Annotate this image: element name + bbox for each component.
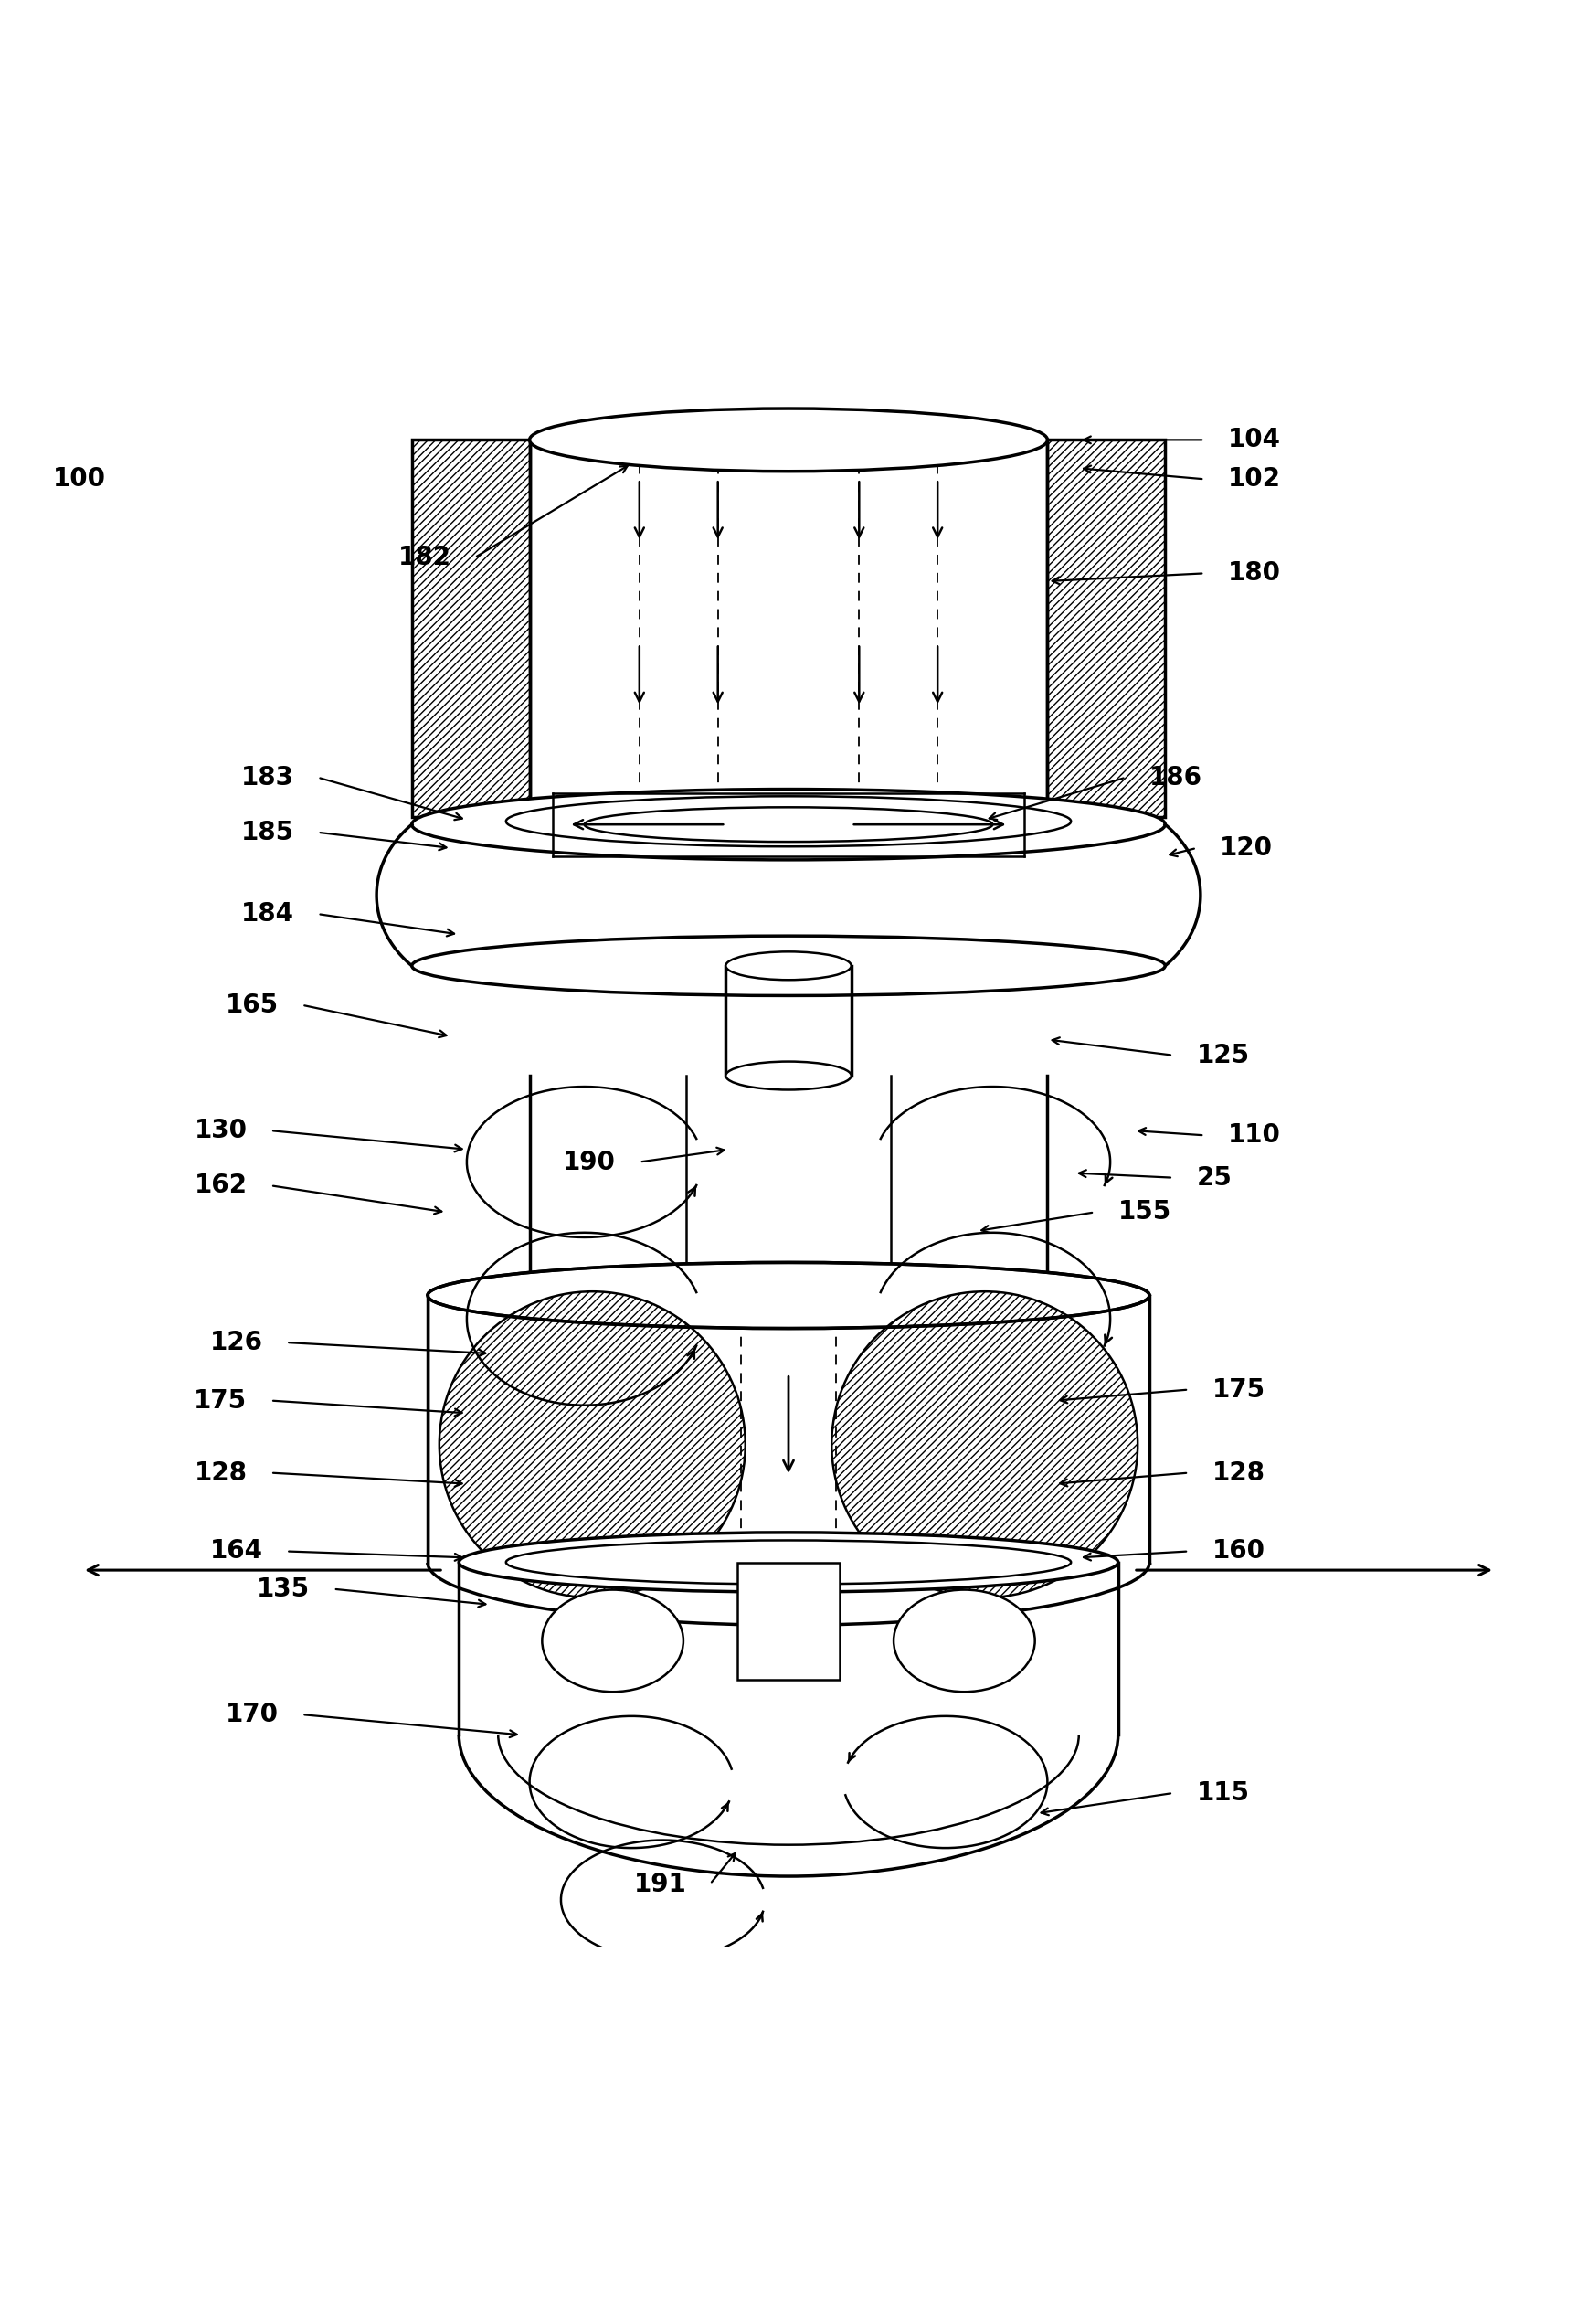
Ellipse shape (542, 1590, 683, 1692)
Ellipse shape (506, 1541, 1071, 1585)
Text: 160: 160 (1213, 1538, 1265, 1564)
Text: 102: 102 (1228, 467, 1281, 493)
Text: 165: 165 (226, 992, 279, 1018)
Ellipse shape (427, 1262, 1150, 1329)
Text: 180: 180 (1228, 560, 1281, 586)
Text: 170: 170 (226, 1701, 279, 1727)
Text: 155: 155 (1118, 1199, 1172, 1225)
Text: 120: 120 (1221, 834, 1273, 860)
Bar (412, 439, 530, 816)
Text: 128: 128 (194, 1459, 248, 1485)
Text: 175: 175 (194, 1387, 248, 1413)
Text: 125: 125 (1197, 1043, 1249, 1069)
Text: 190: 190 (563, 1148, 617, 1176)
Ellipse shape (585, 806, 992, 841)
Text: 130: 130 (194, 1118, 248, 1143)
Ellipse shape (725, 1062, 852, 1090)
Text: 184: 184 (241, 902, 295, 927)
Text: 162: 162 (194, 1174, 248, 1199)
Ellipse shape (894, 1590, 1035, 1692)
Bar (1047, 439, 1165, 816)
Text: 135: 135 (257, 1576, 309, 1601)
Text: 164: 164 (210, 1538, 263, 1564)
Text: 115: 115 (1197, 1780, 1249, 1806)
Text: 186: 186 (1150, 765, 1202, 790)
Text: 110: 110 (1228, 1122, 1281, 1148)
Ellipse shape (530, 409, 1047, 472)
Text: 25: 25 (1197, 1164, 1232, 1190)
Bar (1150, 1294, 1574, 1562)
Ellipse shape (412, 937, 1165, 995)
Ellipse shape (725, 951, 852, 981)
Text: 182: 182 (397, 544, 451, 569)
Text: 128: 128 (1213, 1459, 1265, 1485)
Ellipse shape (459, 1532, 1118, 1592)
Ellipse shape (506, 797, 1071, 846)
Text: 104: 104 (1228, 428, 1281, 453)
Text: 183: 183 (241, 765, 295, 790)
Bar (1047, 439, 1165, 816)
Bar (3, 1294, 427, 1562)
Ellipse shape (412, 790, 1165, 860)
Text: 191: 191 (634, 1871, 686, 1896)
Bar (738, 1562, 839, 1680)
Bar (412, 439, 530, 816)
Text: 100: 100 (52, 467, 106, 493)
Text: 175: 175 (1213, 1376, 1265, 1401)
Text: 185: 185 (241, 820, 295, 846)
Text: 126: 126 (210, 1329, 263, 1355)
